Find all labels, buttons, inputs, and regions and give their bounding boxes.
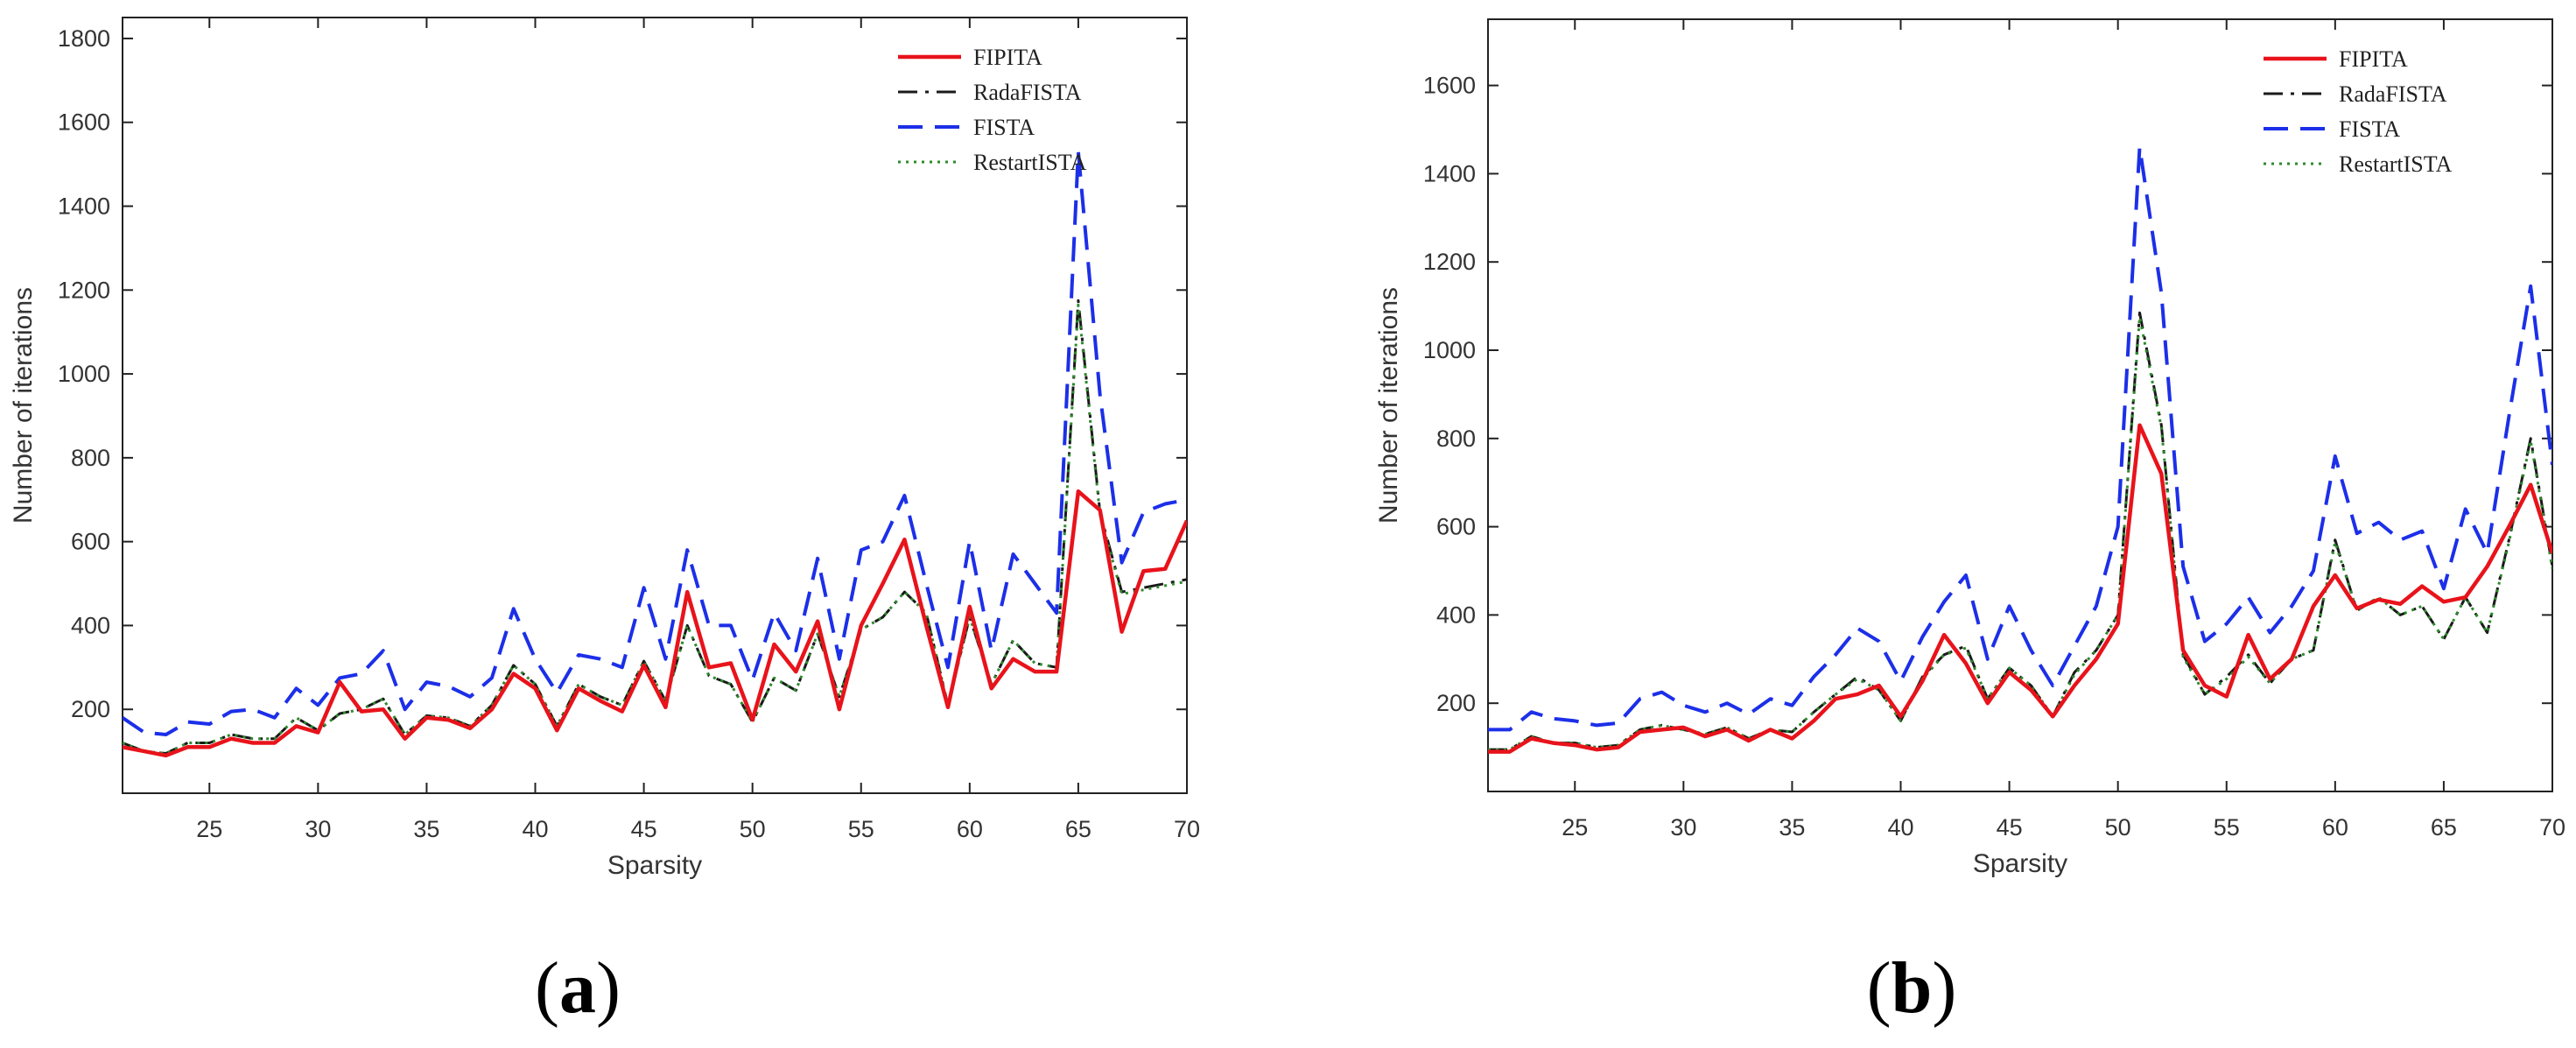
series-line-restartista-a	[123, 303, 1187, 755]
panel-label-b-close: )	[1932, 947, 1957, 1029]
y-tick-label-b: 800	[1436, 426, 1476, 452]
y-tick-label-a: 1400	[58, 193, 110, 220]
x-tick-label-a: 60	[957, 816, 983, 842]
legend-label-fipita-a: FIPITA	[973, 45, 1042, 70]
x-tick-label-a: 25	[196, 816, 222, 842]
y-tick-label-a: 1000	[58, 361, 110, 387]
legend-label-fipita-b: FIPITA	[2339, 46, 2408, 72]
x-tick-label-b: 45	[1997, 814, 2023, 841]
panel-label-a-close: )	[596, 947, 621, 1029]
legend-label-fista-b: FISTA	[2339, 116, 2400, 142]
y-tick-label-b: 1200	[1423, 249, 1476, 275]
legend-label-fista-a: FISTA	[973, 115, 1035, 140]
x-tick-label-b: 55	[2214, 814, 2240, 841]
series-line-fista-a	[123, 150, 1187, 736]
x-tick-label-b: 70	[2539, 814, 2565, 841]
y-tick-label-a: 1600	[58, 109, 110, 136]
y-axis-label-a: Number of iterations	[9, 287, 38, 524]
y-tick-label-a: 400	[71, 612, 110, 638]
y-tick-label-b: 1400	[1423, 160, 1476, 186]
x-tick-label-a: 35	[413, 816, 439, 842]
legend-label-restartista-a: RestartISTA	[973, 150, 1087, 175]
x-tick-label-a: 40	[522, 816, 548, 842]
x-tick-label-b: 25	[1562, 814, 1588, 841]
x-tick-label-a: 55	[848, 816, 874, 842]
y-tick-label-a: 800	[71, 445, 110, 471]
y-tick-label-a: 1200	[58, 277, 110, 303]
x-axis-label-b: Sparsity	[1973, 849, 2067, 878]
panel-label-b-open: (	[1866, 947, 1892, 1029]
y-tick-label-b: 400	[1436, 601, 1476, 628]
x-tick-label-a: 65	[1065, 816, 1091, 842]
x-tick-label-b: 65	[2431, 814, 2457, 841]
x-axis-label-a: Sparsity	[607, 851, 702, 880]
x-tick-label-b: 30	[1670, 814, 1696, 841]
series-line-fipita-a	[123, 489, 1187, 758]
legend-label-restartista-b: RestartISTA	[2339, 151, 2453, 177]
chart-b: 25 30 35 40 45 50 55 60 65 70 200 400 600 800 1000 1200…	[1374, 18, 2565, 878]
panel-label-a-letter: a	[559, 947, 596, 1029]
x-tick-label-a: 30	[305, 816, 331, 842]
series-line-radafista-b	[1488, 311, 2552, 751]
series-line-fipita-b	[1488, 423, 2552, 754]
plot-area-b	[1487, 18, 2553, 792]
x-tick-label-b: 50	[2105, 814, 2131, 841]
series-line-fista-b	[1488, 145, 2552, 732]
x-tick-label-b: 35	[1779, 814, 1805, 841]
y-tick-label-b: 1000	[1423, 337, 1476, 363]
x-tick-label-a: 50	[740, 816, 766, 842]
legend-label-radafista-b: RadaFISTA	[2339, 81, 2447, 107]
chart-a: 25 30 35 40 45 50 55 60 65 70 200 400 600 800 1000 1200…	[9, 17, 1200, 880]
legend-label-radafista-a: RadaFISTA	[973, 80, 1082, 105]
panel-label-a: (a)	[490, 946, 665, 1030]
y-tick-label-b: 600	[1436, 514, 1476, 540]
x-tick-label-b: 40	[1887, 814, 1913, 841]
y-tick-label-a: 200	[71, 696, 110, 722]
x-tick-label-a: 70	[1174, 816, 1200, 842]
x-tick-label-a: 45	[631, 816, 657, 842]
y-tick-label-b: 200	[1436, 690, 1476, 716]
panel-label-b-letter: b	[1891, 947, 1933, 1029]
x-tick-label-b: 60	[2322, 814, 2348, 841]
panel-label-a-open: (	[535, 947, 559, 1029]
y-tick-label-a: 600	[71, 529, 110, 555]
y-tick-label-a: 1800	[58, 25, 110, 52]
y-tick-label-b: 1600	[1423, 73, 1476, 99]
panel-label-b: (b)	[1824, 946, 1999, 1030]
y-axis-label-b: Number of iterations	[1374, 287, 1403, 524]
series-line-radafista-a	[123, 299, 1187, 755]
